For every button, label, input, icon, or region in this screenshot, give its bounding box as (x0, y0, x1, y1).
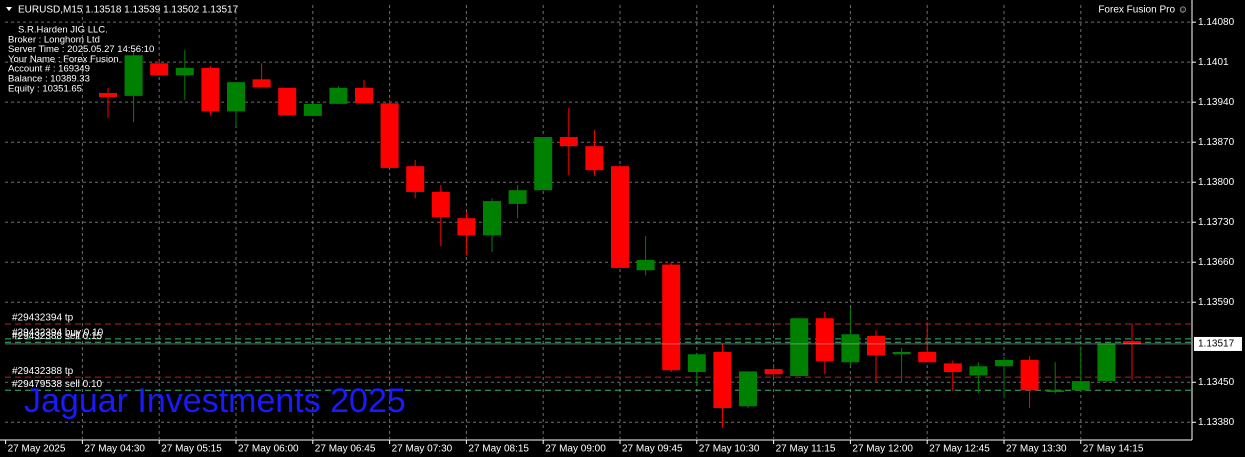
candle-body (431, 191, 450, 218)
order-label: #29479538 sell 0.10 (12, 379, 103, 390)
x-tick-label: 27 May 08:15 (468, 444, 529, 455)
candle-body (252, 79, 271, 88)
candle-body (892, 351, 911, 355)
candle-body (969, 366, 988, 376)
candle-body (175, 67, 194, 76)
candle-body (790, 318, 809, 376)
candle-body (943, 363, 962, 372)
current-price-label: 1.13517 (1198, 339, 1235, 350)
x-tick-label: 27 May 12:45 (929, 444, 990, 455)
order-label: #29432388 tp (12, 366, 74, 377)
y-tick-label: 1.13450 (1198, 377, 1235, 388)
candle-body (1046, 390, 1065, 392)
y-tick-label: 1.13380 (1198, 417, 1235, 428)
info-line: Balance : 10389.33 (8, 74, 90, 85)
candle-body (355, 87, 373, 104)
candle-body (303, 103, 322, 116)
order-label: #29432394 buy 0.10 (12, 327, 104, 338)
x-tick-label: 27 May 2025 (8, 444, 66, 455)
y-tick-label: 1.13870 (1198, 137, 1235, 148)
candle-body (406, 166, 425, 192)
indicator-name: Forex Fusion Pro ☺ (1098, 5, 1188, 16)
order-label: #29432388 sell 0.15 (12, 331, 103, 342)
candle-body (739, 371, 757, 407)
info-line: Account # : 169349 (8, 64, 90, 75)
y-tick-label: 1.14080 (1198, 17, 1235, 28)
info-line: Your Name : Forex Fusion (8, 54, 119, 65)
y-tick-label: 1.13730 (1198, 217, 1235, 228)
candle-body (764, 369, 783, 375)
candle-body (1097, 343, 1116, 382)
candle-body (329, 87, 348, 104)
current-price-box (1194, 336, 1242, 351)
x-tick-label: 27 May 04:30 (84, 444, 145, 455)
candle-body (227, 82, 245, 112)
info-line: Broker : Longhorn Ltd (8, 34, 100, 45)
candle-body (278, 87, 297, 116)
candle-body (1071, 381, 1090, 391)
x-tick-label: 27 May 06:00 (238, 444, 299, 455)
info-line: S.R.Harden JIG LLC. (18, 25, 108, 36)
candle-body (687, 354, 706, 372)
candle-body (611, 166, 629, 268)
order-label: #29432394 tp (12, 313, 74, 324)
x-tick-label: 27 May 05:15 (161, 444, 222, 455)
x-tick-label: 27 May 06:45 (315, 444, 376, 455)
x-tick-label: 27 May 07:30 (392, 444, 453, 455)
candle-body (995, 359, 1013, 367)
x-tick-label: 27 May 13:30 (1006, 444, 1067, 455)
candle-body (815, 318, 834, 362)
y-tick-label: 1.1401 (1198, 57, 1229, 68)
candle-body (559, 137, 578, 147)
x-tick-label: 27 May 12:00 (852, 444, 913, 455)
candle-body (636, 259, 655, 271)
candle-body (150, 63, 169, 76)
candle-body (1123, 341, 1141, 344)
y-tick-label: 1.13800 (1198, 177, 1235, 188)
candle-body (713, 351, 732, 408)
candle-body (124, 55, 143, 96)
candle-body (508, 190, 527, 204)
candle-body (99, 93, 117, 98)
info-line: Equity : 10351.65 (8, 83, 82, 94)
x-tick-label: 27 May 09:45 (622, 444, 683, 455)
candle-body (867, 335, 885, 356)
candle-body (483, 201, 501, 236)
candle-body (918, 351, 937, 363)
candle-body (585, 146, 604, 171)
x-tick-label: 27 May 09:00 (545, 444, 606, 455)
symbol-header: EURUSD,M15 1.13518 1.13539 1.13502 1.135… (18, 5, 239, 16)
x-tick-label: 27 May 11:15 (776, 444, 836, 455)
y-tick-label: 1.13940 (1198, 97, 1235, 108)
candle-body (457, 218, 476, 236)
candle-body (1020, 359, 1039, 391)
menu-arrow (6, 7, 12, 11)
y-tick-label: 1.13590 (1198, 297, 1235, 308)
candle-body (662, 264, 681, 371)
y-tick-label: 1.13660 (1198, 257, 1235, 268)
x-tick-label: 27 May 14:15 (1083, 444, 1144, 455)
candle-body (841, 334, 860, 363)
watermark: Jaguar Investments 2025 (24, 382, 406, 420)
candle-body (201, 67, 220, 112)
candle-body (534, 137, 553, 191)
x-tick-label: 27 May 10:30 (699, 444, 760, 455)
candle-body (380, 103, 399, 168)
info-line: Server Time : 2025.05.27 14:56:10 (8, 44, 154, 55)
